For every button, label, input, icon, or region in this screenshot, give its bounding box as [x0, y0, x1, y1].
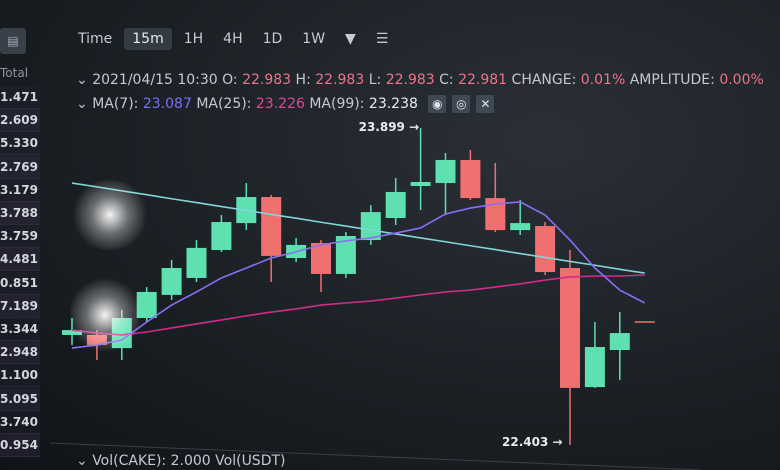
tab-time[interactable]: Time: [78, 31, 113, 47]
tab-15m[interactable]: 15m: [124, 28, 172, 50]
low-annotation: 22.403 →: [502, 434, 563, 449]
amplitude-value: 0.00%: [719, 72, 764, 88]
close-value: 22.981: [458, 72, 508, 88]
candle-body: [211, 222, 232, 250]
candle-body: [535, 226, 556, 273]
candle-body: [261, 197, 282, 256]
eye-icon[interactable]: ◉: [428, 95, 447, 113]
ma7-value: 23.087: [142, 96, 192, 112]
tab-1d[interactable]: 1D: [262, 31, 283, 47]
candle-body: [435, 159, 456, 184]
orderbook-total: 2.609: [0, 109, 40, 133]
collapse-chevron-icon[interactable]: ⌄: [76, 72, 88, 88]
orderbook-total: 0.851: [0, 271, 40, 295]
tab-4h[interactable]: 4H: [223, 31, 243, 47]
candle-body: [510, 223, 531, 231]
tab-1h[interactable]: 1H: [183, 31, 204, 47]
amplitude-label: AMPLITUDE:: [629, 72, 715, 88]
orderbook-total: 3.788: [0, 202, 40, 225]
close-icon[interactable]: ✕: [476, 95, 495, 113]
open-label: O:: [222, 72, 238, 88]
low-value: 22.983: [385, 72, 435, 88]
vol-usdt-label: Vol(USDT): [215, 453, 286, 469]
volume-divider: [49, 442, 701, 470]
ma25-label: MA(25):: [196, 96, 252, 112]
close-label: C:: [439, 72, 454, 88]
collapse-chevron-icon[interactable]: ⌄: [76, 453, 88, 469]
ma7-label: MA(7):: [92, 96, 139, 112]
change-label: CHANGE:: [511, 72, 577, 88]
tab-1w[interactable]: 1W: [302, 31, 326, 47]
candle-body: [360, 212, 381, 241]
ma99-value: 23.238: [368, 96, 418, 112]
sliders-icon[interactable]: ☰: [375, 31, 389, 47]
collapse-chevron-icon[interactable]: ⌄: [76, 96, 88, 112]
volume-legend: ⌄ Vol(CAKE): 2.000 Vol(USDT): [76, 453, 286, 469]
ma99-label: MA(99):: [309, 96, 365, 112]
orderbook-total: 2.948: [0, 341, 40, 365]
orderbook-total: 5.095: [0, 387, 40, 411]
candle-body: [62, 330, 82, 335]
change-value: 0.01%: [580, 72, 626, 88]
vol-cake-label: Vol(CAKE):: [92, 453, 167, 469]
orderbook-toggle-icon[interactable]: ▤: [0, 28, 26, 54]
orderbook-total: 3.759: [0, 225, 40, 249]
ma-legend: ⌄ MA(7): 23.087 MA(25): 23.226 MA(99): 2…: [76, 95, 495, 113]
candle-body: [161, 268, 182, 295]
candle-body: [460, 159, 481, 199]
high-label: H:: [295, 72, 311, 88]
vol-cake-value: 2.000: [170, 453, 211, 469]
orderbook-total: 4.481: [0, 248, 40, 272]
interval-toolbar: Time 15m 1H 4H 1D 1W ▼ ☰: [70, 28, 400, 50]
candle-body: [311, 243, 331, 274]
ohlc-legend: ⌄ 2021/04/15 10:30 O: 22.983 H: 22.983 L…: [76, 72, 764, 88]
high-value: 22.983: [315, 72, 365, 88]
orderbook-total: 3.740: [0, 410, 40, 434]
low-label: L:: [368, 72, 382, 88]
orderbook-total: 0.954: [0, 434, 40, 457]
ma7-line: [71, 201, 646, 349]
candle-body: [335, 236, 356, 274]
orderbook-column: ▤ Total 1.471 2.609 5.330 2.769 3.179 3.788 3.…: [0, 20, 44, 470]
candle-body: [485, 198, 506, 231]
orderbook-total: 1.100: [0, 364, 40, 388]
candle-body: [560, 268, 580, 388]
candle-body: [136, 291, 157, 319]
orderbook-total: 7.189: [0, 294, 40, 318]
screen-glare: [70, 180, 150, 250]
screen-glare: [70, 275, 140, 355]
open-value: 22.983: [242, 72, 292, 88]
orderbook-total: 2.769: [0, 155, 40, 179]
candle-body: [609, 333, 630, 350]
candle-body: [385, 191, 406, 219]
settings-icon[interactable]: ◎: [452, 95, 471, 113]
candle-body: [584, 347, 605, 388]
orderbook-total: 3.344: [0, 318, 40, 341]
orderbook-total: 3.179: [0, 178, 40, 202]
ma25-line: [71, 274, 645, 336]
candle-date: 2021/04/15 10:30: [92, 72, 218, 88]
total-header: Total: [0, 66, 29, 80]
caret-down-icon[interactable]: ▼: [345, 31, 356, 47]
high-annotation: 23.899 →: [358, 119, 420, 134]
ma99-line: [71, 182, 645, 274]
candle-body: [186, 247, 207, 278]
ma25-value: 23.226: [255, 96, 305, 112]
orderbook-total: 1.471: [0, 86, 40, 109]
orderbook-total: 5.330: [0, 132, 40, 156]
candle-body: [410, 181, 431, 187]
